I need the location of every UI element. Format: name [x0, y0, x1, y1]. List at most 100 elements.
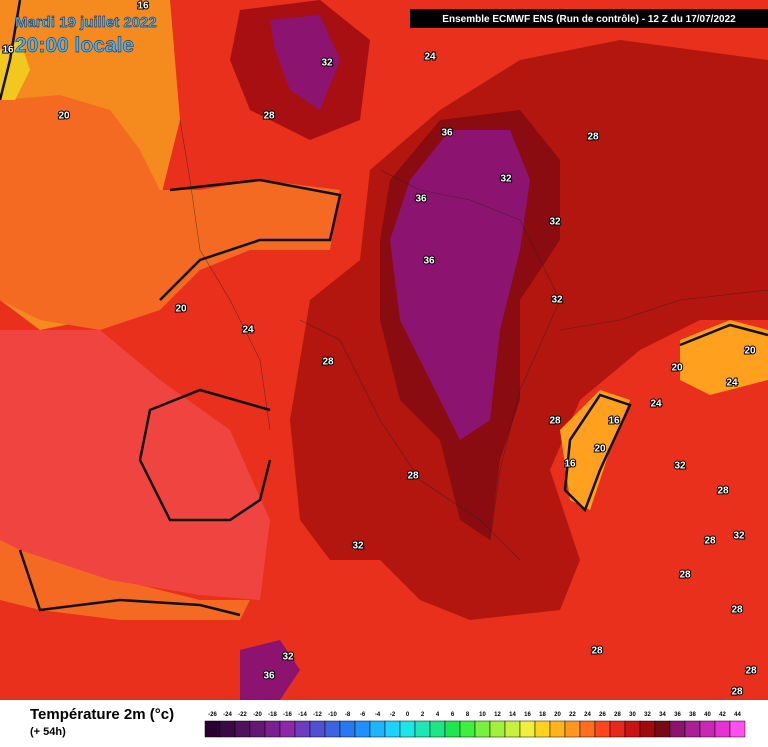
contour-label: 32	[551, 295, 563, 306]
field	[0, 540, 250, 620]
colorbar-swatch	[609, 720, 626, 738]
colorbar-label: -4	[375, 712, 381, 718]
colorbar-label: 20	[554, 712, 561, 718]
contour-label: 20	[594, 444, 606, 455]
colorbar-swatch	[459, 720, 476, 738]
alps-cool	[560, 390, 630, 510]
colorbar-label: 6	[451, 712, 455, 718]
contour-label: 24	[242, 325, 254, 336]
colorbar-swatch	[219, 720, 236, 738]
colorbar-swatch	[534, 720, 551, 738]
colorbar-label: 10	[479, 712, 486, 718]
contour-label: 16	[564, 459, 576, 470]
colorbar-label: 24	[584, 712, 591, 718]
map	[0, 0, 768, 700]
contour-label: 28	[322, 357, 334, 368]
colorbar: -26 -24 -22 -20 -18 -16 -14 -12 -10 -8 -6 -4 -2 0 2 4 6 8…	[204, 712, 746, 738]
colorbar-swatch	[279, 720, 296, 738]
contour-label: 16	[608, 416, 620, 427]
contour-label: 28	[587, 132, 599, 143]
run-box	[410, 9, 768, 28]
colorbar-swatch	[654, 720, 671, 738]
contour-label: 28	[679, 570, 691, 581]
colorbar-label: -20	[253, 712, 262, 718]
colorbar-label: -10	[328, 712, 337, 718]
colorbar-label: 18	[539, 712, 546, 718]
contour-label: 28	[591, 646, 603, 657]
hot-core	[270, 15, 340, 110]
colorbar-swatch	[549, 720, 566, 738]
colorbar-swatch	[474, 720, 491, 738]
colorbar-swatch	[639, 720, 656, 738]
colorbar-label: -2	[390, 712, 396, 718]
contour-label: 36	[415, 194, 427, 205]
colorbar-swatch	[309, 720, 326, 738]
colorbar-label: 2	[421, 712, 425, 718]
alps-cool	[680, 320, 768, 395]
colorbar-swatch	[684, 720, 701, 738]
colorbar-label: -16	[283, 712, 292, 718]
colorbar-swatch	[729, 720, 746, 738]
colorbar-swatch	[234, 720, 251, 738]
colorbar-swatch	[324, 720, 341, 738]
colorbar-swatch	[369, 720, 386, 738]
contours	[0, 0, 768, 617]
contour-label: 28	[407, 471, 419, 482]
hot-core	[240, 640, 300, 700]
colorbar-swatch	[249, 720, 266, 738]
colorbar-label: -14	[298, 712, 307, 718]
contour-label: 32	[352, 541, 364, 552]
contour-label: 28	[717, 486, 729, 497]
colorbar-swatch	[519, 720, 536, 738]
cold-spot	[0, 40, 30, 100]
colorbar-label: 28	[614, 712, 621, 718]
field	[0, 95, 340, 330]
colorbar-label: 16	[524, 712, 531, 718]
colorbar-swatch	[294, 720, 311, 738]
time: 20:00 locale	[15, 34, 134, 57]
contour-label: 28	[731, 687, 743, 698]
colorbar-label: -22	[238, 712, 247, 718]
colorbar-label: 42	[719, 712, 726, 718]
colorbar-swatch	[504, 720, 521, 738]
contour-label: 24	[650, 399, 662, 410]
contour-label: 20	[671, 363, 683, 374]
contour-label: 28	[731, 605, 743, 616]
contour-label: 32	[500, 174, 512, 185]
contour-label: 32	[282, 652, 294, 663]
colorbar-swatch	[579, 720, 596, 738]
colorbar-label: -8	[345, 712, 351, 718]
legend-lead: (+ 54h)	[30, 726, 66, 738]
colorbar-swatch	[354, 720, 371, 738]
colorbar-swatch	[699, 720, 716, 738]
contour-label: 32	[321, 58, 333, 69]
colorbar-label: 44	[734, 712, 741, 718]
colorbar-swatch	[444, 720, 461, 738]
contour-label: 20	[175, 304, 187, 315]
contour-label: 36	[423, 256, 435, 267]
contour-label: 20	[58, 111, 70, 122]
hot-core	[390, 130, 530, 440]
colorbar-label: -26	[208, 712, 217, 718]
contour-label: 24	[424, 52, 436, 63]
colorbar-label: 0	[406, 712, 410, 718]
colorbar-label: 12	[494, 712, 501, 718]
colorbar-label: 4	[436, 712, 440, 718]
colorbar-label: 8	[466, 712, 470, 718]
colorbar-swatch	[414, 720, 431, 738]
contour-label: 28	[704, 536, 716, 547]
colorbar-swatch	[489, 720, 506, 738]
colorbar-label: 22	[569, 712, 576, 718]
colorbar-swatch	[384, 720, 401, 738]
colorbar-label: 30	[629, 712, 636, 718]
contour-label: 28	[549, 416, 561, 427]
colorbar-swatch	[714, 720, 731, 738]
contour-label: 28	[745, 666, 757, 677]
run-info: Ensemble ECMWF ENS (Run de contrôle) - 1…	[442, 14, 736, 25]
field	[0, 330, 270, 600]
colorbar-label: 34	[659, 712, 666, 718]
colorbar-label: -12	[313, 712, 322, 718]
contour-label: 20	[744, 346, 756, 357]
contour-label: 16	[2, 45, 14, 56]
